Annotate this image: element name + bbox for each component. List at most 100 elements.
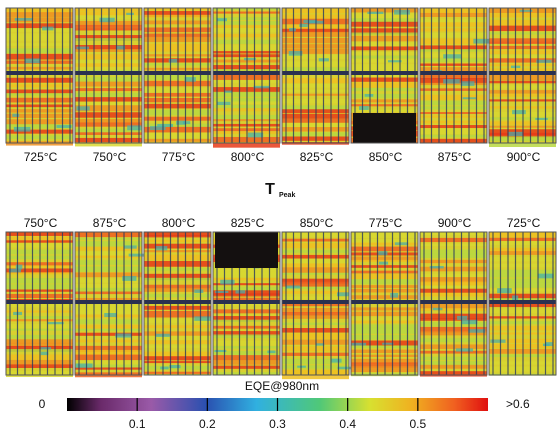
busbar — [420, 71, 487, 75]
cell-defect — [160, 366, 169, 370]
cell-border — [350, 7, 419, 144]
cell-defect — [536, 59, 552, 63]
colorbar-min-label: 0 — [39, 397, 46, 411]
cell-defect — [535, 117, 548, 120]
cell-map — [488, 231, 557, 376]
cell-defect — [116, 45, 126, 50]
busbar — [144, 300, 211, 304]
cell-border — [488, 7, 557, 144]
temperature-label: 800°C — [162, 216, 196, 230]
cell-border — [143, 231, 212, 376]
cell-map — [212, 7, 281, 148]
cell-map — [419, 231, 488, 377]
cell-defect — [184, 77, 196, 82]
cell-defect — [99, 17, 115, 23]
temperature-label: 850°C — [369, 150, 403, 164]
cell-defect — [364, 93, 374, 97]
cell-maps — [5, 7, 557, 380]
cell-border — [212, 7, 281, 144]
cell-defect — [429, 265, 444, 269]
cell-border — [350, 231, 419, 376]
cell-map — [350, 7, 419, 144]
cell-defect — [289, 27, 296, 32]
busbar — [282, 71, 349, 75]
temperature-label: 850°C — [300, 216, 334, 230]
cell-defect — [473, 38, 491, 44]
temperature-label: 725°C — [507, 216, 541, 230]
cell-defect — [215, 290, 229, 293]
cell-border — [419, 7, 488, 144]
cell-border — [74, 231, 143, 376]
cell-defect — [337, 292, 349, 297]
cell-defect — [542, 343, 550, 347]
cell-defect — [76, 106, 90, 111]
colorbar-tick-label: 0.2 — [199, 417, 216, 431]
cell-map — [488, 7, 557, 148]
cell-defect — [394, 9, 410, 15]
cell-defect — [40, 347, 52, 350]
cell-defect — [220, 279, 235, 285]
cell-defect — [331, 358, 342, 363]
axis-label: T — [265, 181, 275, 198]
cell-border — [5, 7, 74, 144]
cell-map — [419, 7, 491, 144]
cell-defect — [169, 365, 181, 369]
cell-defect — [104, 312, 117, 318]
colorbar-tick-label: 0.4 — [339, 417, 356, 431]
labels: 725°C 750°C 775°C 800°C 825°C 850°C 875°C 900°C… — [24, 150, 541, 230]
cell-defect — [288, 51, 303, 56]
temperature-label: 775°C — [162, 150, 196, 164]
cell-defect — [75, 363, 93, 368]
temperature-label: 900°C — [438, 216, 472, 230]
cell-defect — [216, 18, 228, 22]
cell-map — [281, 231, 354, 380]
busbar — [75, 300, 142, 304]
colorbar-max-label: >0.6 — [506, 397, 530, 411]
cell-defect — [56, 125, 72, 128]
cell-defect — [224, 90, 232, 93]
cell-defect — [247, 132, 264, 138]
busbar — [6, 300, 73, 304]
cell-defect — [253, 85, 270, 89]
cell-defect — [157, 123, 174, 127]
cell-defect — [127, 125, 142, 131]
cell-defect — [15, 264, 23, 270]
temperature-label: 875°C — [438, 150, 472, 164]
busbar — [420, 300, 487, 304]
dark-region — [215, 232, 278, 268]
cell-defect — [443, 79, 460, 84]
cell-border — [281, 231, 350, 376]
colorbar-title: EQE@980nm — [245, 379, 319, 393]
cell-defect — [457, 315, 468, 320]
cell-defect — [149, 126, 166, 131]
busbar — [144, 71, 211, 75]
cell-map — [143, 231, 212, 376]
temperature-label: 750°C — [24, 216, 58, 230]
cell-border — [5, 231, 74, 376]
cell-defect — [378, 261, 389, 265]
cell-defect — [490, 339, 506, 343]
cell-defect — [299, 23, 308, 27]
cell-defect — [13, 126, 31, 132]
cell-stripe — [213, 142, 280, 148]
cell-defect — [128, 253, 144, 257]
cell-defect — [8, 268, 21, 273]
cell-defect — [47, 322, 64, 325]
cell-map — [212, 231, 281, 376]
cell-defect — [455, 348, 474, 352]
cell-defect — [12, 113, 20, 117]
cell-map — [143, 7, 212, 144]
busbar — [489, 300, 556, 304]
colorbar-tick-label: 0.1 — [129, 417, 146, 431]
cell-defect — [235, 290, 246, 294]
dark-region — [353, 113, 416, 143]
cell-defect — [124, 245, 137, 249]
busbar — [213, 71, 280, 75]
cell-defect — [168, 58, 177, 63]
cell-defect — [115, 333, 132, 338]
cell-border — [212, 231, 281, 376]
cell-map — [74, 7, 143, 147]
cell-defect — [244, 57, 256, 61]
temperature-label: 825°C — [300, 150, 334, 164]
